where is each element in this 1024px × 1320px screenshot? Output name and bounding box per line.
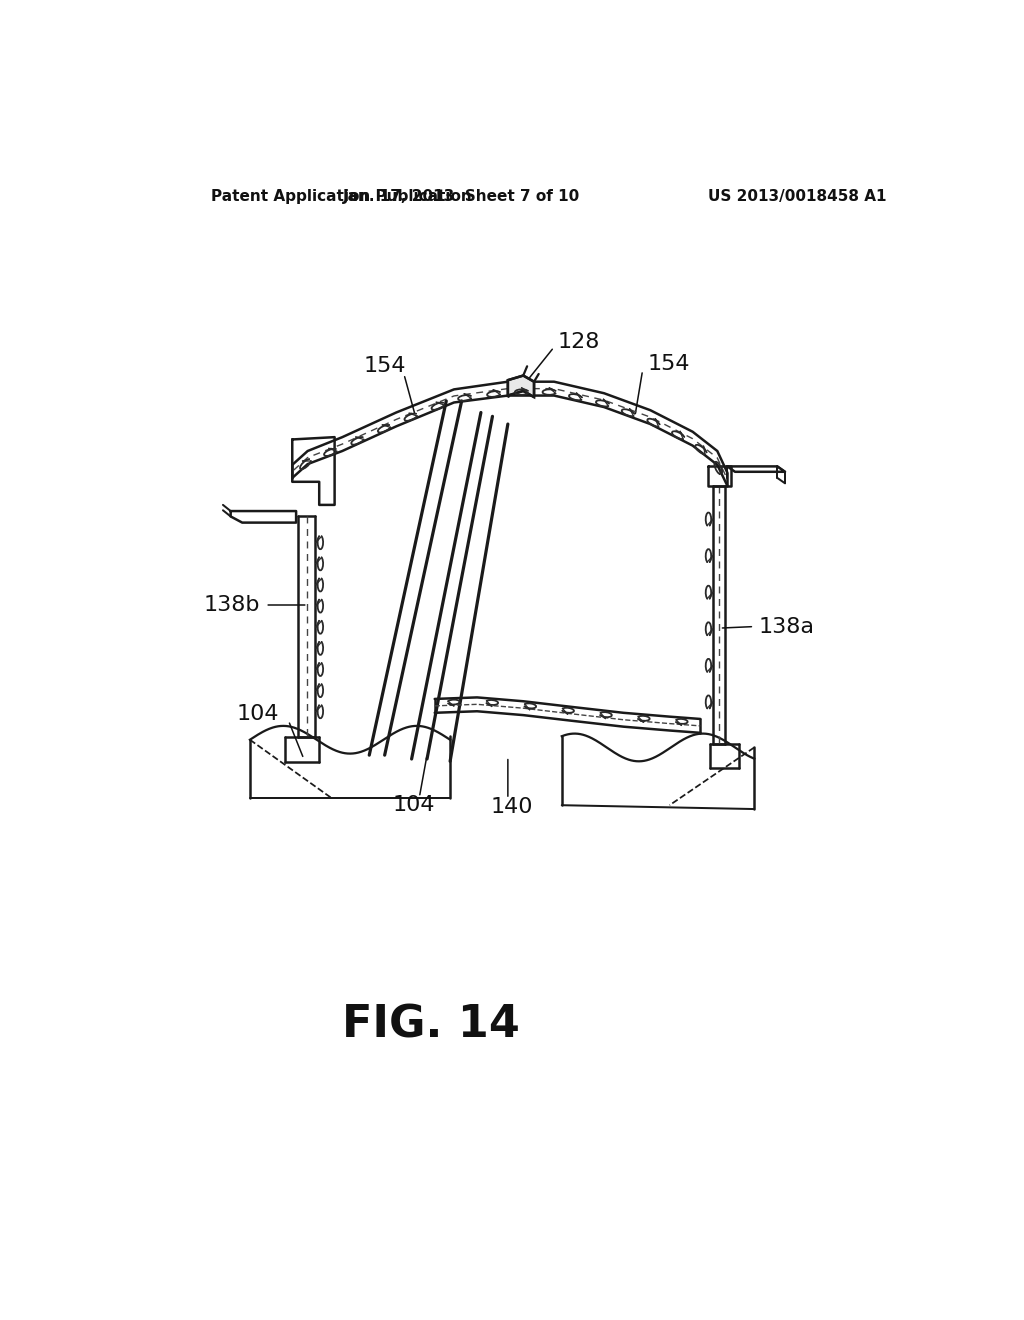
Text: 154: 154 [364,356,406,376]
Text: 154: 154 [648,354,690,374]
Text: 138a: 138a [758,616,814,636]
Text: 128: 128 [558,331,600,351]
Text: 104: 104 [392,795,435,816]
Text: US 2013/0018458 A1: US 2013/0018458 A1 [708,189,887,205]
Text: Jan. 17, 2013  Sheet 7 of 10: Jan. 17, 2013 Sheet 7 of 10 [343,189,581,205]
Text: 104: 104 [237,705,280,725]
Text: FIG. 14: FIG. 14 [342,1003,520,1047]
Text: 138b: 138b [204,595,260,615]
Text: 140: 140 [490,797,532,817]
Text: Patent Application Publication: Patent Application Publication [211,189,472,205]
Polygon shape [508,376,535,397]
